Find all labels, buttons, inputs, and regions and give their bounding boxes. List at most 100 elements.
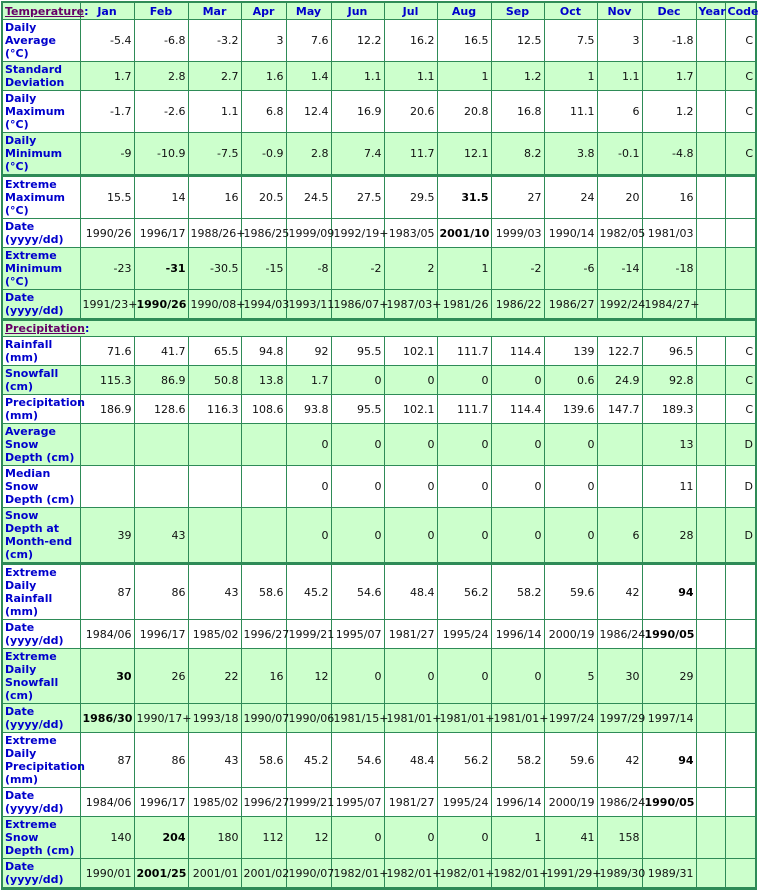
value-cell-aug: 1982/01+ bbox=[436, 858, 494, 890]
value-cell-feb: 1990/17+ bbox=[133, 703, 191, 733]
value-cell-nov: 30 bbox=[596, 648, 643, 704]
value-cell-jul: 16.2 bbox=[383, 19, 438, 62]
year-cell bbox=[695, 247, 726, 290]
value-cell-dec: 1.7 bbox=[641, 61, 697, 91]
value-cell-jul: 0 bbox=[383, 507, 438, 565]
value-cell-aug: 1995/24 bbox=[436, 619, 492, 649]
code-header: Code bbox=[724, 1, 758, 20]
table-row: Median Snow Depth (cm) 0 0 0 0 0 0 11 D bbox=[1, 465, 757, 508]
value-cell-sep: 58.2 bbox=[490, 732, 545, 788]
value-cell-mar bbox=[187, 423, 242, 466]
value-cell-mar: -7.5 bbox=[187, 132, 242, 177]
value-cell-jun: -2 bbox=[330, 247, 385, 290]
value-cell-nov: 1989/30 bbox=[596, 858, 645, 890]
value-cell-feb: 128.6 bbox=[133, 394, 189, 424]
value-cell-dec: 92.8 bbox=[641, 365, 697, 395]
value-cell-mar: -3.2 bbox=[187, 19, 242, 62]
value-cell-may: 2.8 bbox=[285, 132, 332, 177]
value-cell-may: 45.2 bbox=[285, 563, 332, 620]
value-cell-feb: -2.6 bbox=[133, 90, 189, 133]
temperature-link[interactable]: Temperature bbox=[5, 4, 85, 18]
value-cell-jan: 30 bbox=[79, 648, 135, 704]
row-label: Median Snow Depth (cm) bbox=[1, 465, 81, 508]
value-cell-sep: 0 bbox=[490, 423, 545, 466]
value-cell-jul: 48.4 bbox=[383, 563, 438, 620]
code-cell bbox=[724, 703, 757, 733]
value-cell-jun: 0 bbox=[330, 365, 385, 395]
value-cell-dec: 1984/27+ bbox=[641, 289, 699, 321]
value-cell-sep: 1982/01+ bbox=[490, 858, 548, 890]
row-label: Extreme Maximum (°C) bbox=[1, 175, 81, 219]
value-cell-nov: 3 bbox=[596, 19, 643, 62]
year-cell bbox=[695, 732, 726, 788]
code-cell bbox=[724, 247, 757, 290]
value-cell-mar: 43 bbox=[187, 563, 242, 620]
value-cell-oct: 41 bbox=[543, 816, 598, 859]
value-cell-jun: 95.5 bbox=[330, 394, 385, 424]
value-cell-oct: 139 bbox=[543, 336, 598, 366]
value-cell-jan: 87 bbox=[79, 732, 135, 788]
value-cell-may: 1993/11 bbox=[285, 289, 334, 321]
value-cell-aug: 20.8 bbox=[436, 90, 492, 133]
value-cell-aug: 16.5 bbox=[436, 19, 492, 62]
year-cell bbox=[695, 858, 726, 890]
value-cell-feb: 14 bbox=[133, 175, 189, 219]
month-header: Nov bbox=[596, 1, 643, 20]
value-cell-aug: 0 bbox=[436, 507, 492, 565]
value-cell-feb: 1996/17 bbox=[133, 787, 189, 817]
record-value: -31 bbox=[165, 262, 186, 275]
value-cell-jan: 1990/01 bbox=[79, 858, 135, 890]
table-row: Date (yyyy/dd) 1984/06 1996/17 1985/02 1996/… bbox=[1, 787, 757, 817]
value-cell-oct: -6 bbox=[543, 247, 598, 290]
value-cell-nov: 20 bbox=[596, 175, 643, 219]
value-cell-jan bbox=[79, 465, 135, 508]
value-cell-aug: 0 bbox=[436, 423, 492, 466]
year-cell bbox=[695, 175, 726, 219]
value-cell-jun: 0 bbox=[330, 648, 385, 704]
value-cell-oct: 1 bbox=[543, 61, 598, 91]
value-cell-may: 1990/06 bbox=[285, 703, 334, 733]
value-cell-oct: 24 bbox=[543, 175, 598, 219]
value-cell-jun: 1986/07+ bbox=[330, 289, 388, 321]
precipitation-link[interactable]: Precipitation bbox=[5, 322, 85, 335]
month-header: Aug bbox=[436, 1, 492, 20]
value-cell-jul: 1981/27 bbox=[383, 619, 438, 649]
row-label: Date (yyyy/dd) bbox=[1, 703, 81, 733]
table-row: Average Snow Depth (cm) 0 0 0 0 0 0 13 D bbox=[1, 423, 757, 466]
value-cell-oct: 1997/24 bbox=[543, 703, 598, 733]
value-cell-aug: 111.7 bbox=[436, 336, 492, 366]
code-cell bbox=[724, 858, 757, 890]
value-cell-apr: -0.9 bbox=[240, 132, 287, 177]
month-header: Jun bbox=[330, 1, 385, 20]
table-row: Extreme Daily Snowfall (cm) 30 26 22 16 12 0 0 0… bbox=[1, 648, 757, 704]
value-cell-mar: 1993/18 bbox=[187, 703, 242, 733]
value-cell-sep: 58.2 bbox=[490, 563, 545, 620]
year-header: Year bbox=[695, 1, 726, 20]
value-cell-mar: 116.3 bbox=[187, 394, 242, 424]
row-label: Extreme Daily Snowfall (cm) bbox=[1, 648, 81, 704]
value-cell-nov: 1986/24 bbox=[596, 619, 645, 649]
row-label: Date (yyyy/dd) bbox=[1, 619, 81, 649]
value-cell-jun: 1982/01+ bbox=[330, 858, 388, 890]
value-cell-apr: 1996/27 bbox=[240, 787, 289, 817]
value-cell-jan bbox=[79, 423, 135, 466]
record-value: 1990/26 bbox=[136, 297, 187, 311]
row-label: Date (yyyy/dd) bbox=[1, 289, 81, 321]
year-cell bbox=[695, 289, 726, 321]
value-cell-apr: 2001/02 bbox=[240, 858, 289, 890]
value-cell-nov: 6 bbox=[596, 507, 643, 565]
value-cell-may: 0 bbox=[285, 507, 332, 565]
value-cell-apr bbox=[240, 423, 287, 466]
value-cell-nov: 1.1 bbox=[596, 61, 643, 91]
code-cell: C bbox=[724, 19, 757, 62]
value-cell-nov: 1986/24 bbox=[596, 787, 645, 817]
value-cell-jun: 27.5 bbox=[330, 175, 385, 219]
value-cell-dec: 96.5 bbox=[641, 336, 697, 366]
value-cell-jun: 95.5 bbox=[330, 336, 385, 366]
value-cell-feb: 1996/17 bbox=[133, 218, 189, 248]
value-cell-jun: 1995/07 bbox=[330, 787, 385, 817]
row-label: Snow Depth at Month-end (cm) bbox=[1, 507, 81, 565]
value-cell-jul: 1987/03+ bbox=[383, 289, 441, 321]
table-row: Snow Depth at Month-end (cm) 39 43 0 0 0 0 0 0 6 2… bbox=[1, 507, 757, 565]
row-label: Extreme Snow Depth (cm) bbox=[1, 816, 81, 859]
